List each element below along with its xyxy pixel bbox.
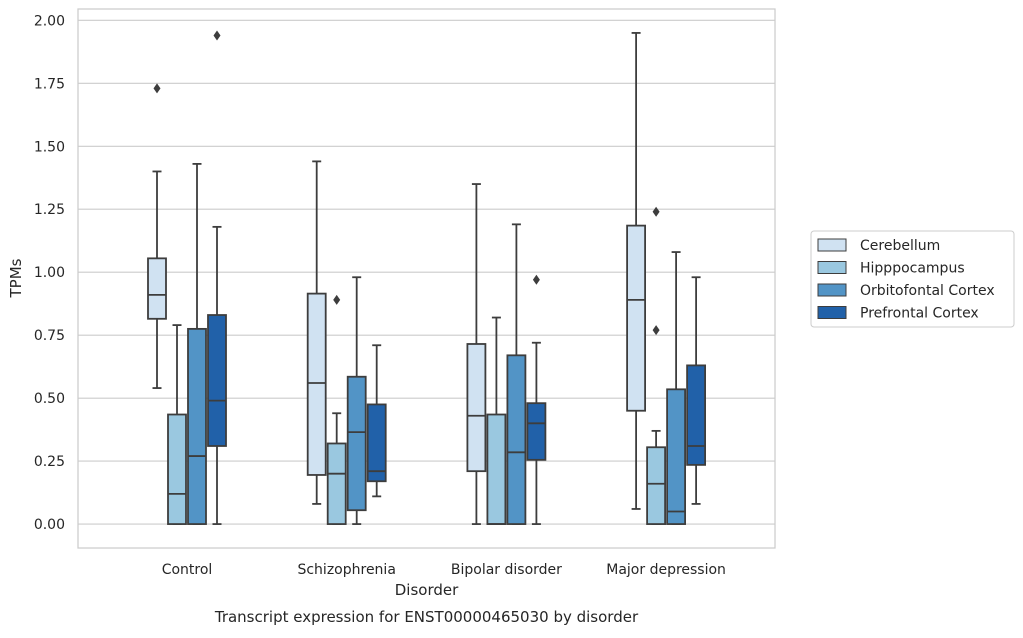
box-group	[466, 183, 487, 525]
outlier-point	[333, 294, 341, 305]
legend-label: Hipppocampus	[860, 261, 965, 277]
box-iqr	[187, 327, 207, 525]
y-tick-label: 1.50	[34, 139, 65, 155]
legend: Cerebellum Hipppocampus Orbitofontal Corte…	[810, 230, 1015, 328]
box-group	[486, 316, 507, 525]
legend-swatch	[817, 238, 847, 252]
box-group	[187, 162, 207, 525]
box-iqr	[147, 257, 167, 320]
chart-caption: Transcript expression for ENST0000046503…	[214, 608, 639, 626]
y-tick-label: 0.25	[34, 454, 65, 470]
box-group	[167, 324, 187, 525]
y-tick-label: 1.75	[34, 76, 65, 92]
outlier-point	[213, 30, 221, 41]
legend-swatch	[817, 283, 847, 297]
y-axis-label: TPMs	[7, 258, 25, 298]
box-iqr	[526, 402, 547, 461]
box-iqr	[506, 354, 527, 525]
legend-label: Orbitofontal Cortex	[860, 283, 995, 299]
y-tick-label: 2.00	[34, 13, 65, 29]
box-iqr	[686, 364, 706, 466]
box-iqr	[666, 388, 686, 525]
box-iqr	[466, 343, 487, 473]
box-iqr	[646, 446, 666, 525]
x-tick-label: Bipolar disorder	[451, 562, 562, 578]
y-tick-label: 0.00	[34, 517, 65, 533]
box-group	[326, 294, 347, 525]
box-group	[207, 30, 227, 525]
box-iqr	[366, 403, 387, 483]
box-group	[626, 32, 646, 510]
box-group	[646, 206, 666, 525]
y-tick-label: 1.25	[34, 202, 65, 218]
outlier-point	[652, 206, 660, 217]
box-iqr	[486, 413, 507, 525]
box-group	[346, 276, 367, 525]
box-iqr	[346, 375, 367, 512]
box-iqr	[306, 292, 327, 476]
box-group	[147, 83, 167, 389]
x-tick-label: Major depression	[606, 562, 726, 578]
box-iqr	[167, 413, 187, 525]
plot-frame	[77, 8, 776, 549]
box-iqr	[326, 442, 347, 525]
x-tick-label: Schizophrenia	[297, 562, 395, 578]
box-layer	[147, 30, 706, 525]
box-group	[526, 274, 547, 525]
y-tick-label: 0.75	[34, 328, 65, 344]
outlier-point	[153, 83, 161, 94]
box-iqr	[626, 224, 646, 412]
outlier-point	[532, 274, 540, 285]
box-group	[306, 160, 327, 505]
box-group	[506, 223, 527, 525]
box-group	[666, 251, 686, 525]
legend-label: Cerebellum	[860, 238, 940, 254]
y-tick-label: 1.00	[34, 265, 65, 281]
legend-label: Prefrontal Cortex	[860, 306, 979, 322]
y-tick-labels: 0.00 0.25 0.50 0.75 1.00 1.25 1.50 1.75 2.00	[34, 13, 65, 533]
y-tick-label: 0.50	[34, 391, 65, 407]
legend-frame	[810, 230, 1015, 328]
legend-swatch	[817, 306, 847, 319]
box-iqr	[207, 314, 227, 447]
x-axis-label: Disorder	[395, 581, 459, 599]
x-tick-labels: Control Schizophrenia Bipolar disorder Majo…	[162, 562, 726, 578]
box-group	[686, 276, 706, 505]
box-group	[366, 344, 387, 498]
outlier-point	[652, 325, 660, 336]
x-tick-label: Control	[162, 562, 213, 578]
legend-swatch	[817, 261, 847, 274]
